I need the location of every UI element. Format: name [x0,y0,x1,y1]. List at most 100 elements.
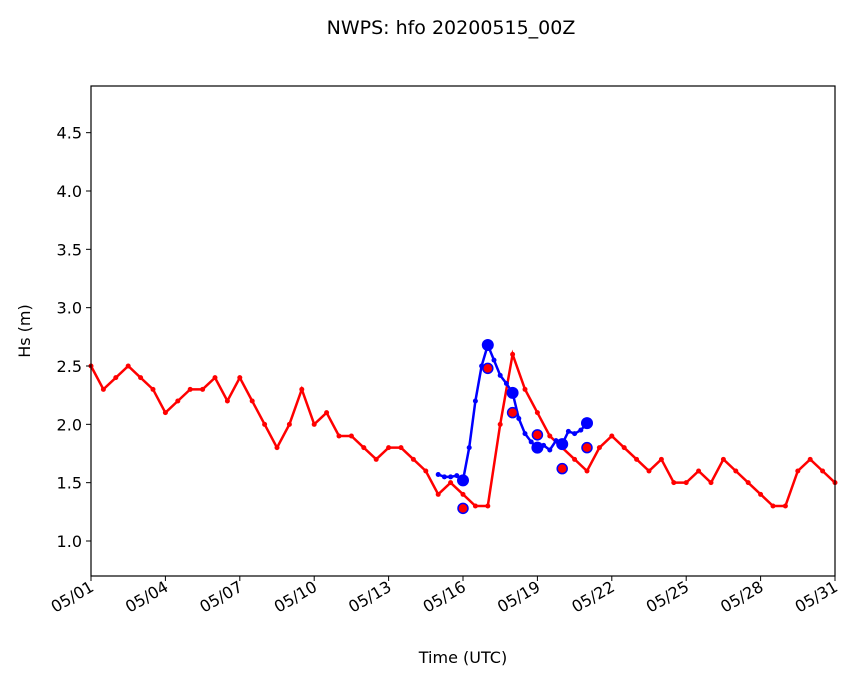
forecast-point [435,472,441,477]
observed-point [324,410,330,416]
observed-point [671,480,677,486]
observed-point [510,351,516,357]
x-tick-label: 05/10 [271,577,320,617]
forecast-point [547,447,553,453]
observed-point [758,491,764,497]
observed-point [410,456,416,462]
x-tick-label: 05/28 [717,577,766,617]
observed-point [683,480,689,486]
observed-point [745,480,751,486]
x-axis: 05/01 05/04 05/07 05/10 05/13 05/16 05/19 05/22… [48,576,841,617]
observed-point [224,398,230,404]
observed-point [472,503,478,509]
observed-point [212,375,218,381]
observed-point [584,468,590,474]
x-tick-label: 05/19 [494,577,543,617]
forecast-daily-marker [581,417,593,430]
observed-point [398,445,404,451]
observed-point [373,456,379,462]
observed-point [249,398,255,404]
observed-point [807,456,813,462]
x-tick-label: 05/16 [420,577,469,617]
forecast-point [466,445,472,451]
observed-point [609,433,615,439]
chart-title: NWPS: hfo 20200515_00Z [327,17,576,39]
forecast-daily-marker [556,438,569,451]
forecast-point [454,473,460,479]
y-tick-label: 4.0 [57,182,82,201]
observed-point [311,421,317,427]
y-tick-label: 1.5 [57,474,82,493]
x-axis-label: Time (UTC) [418,648,507,667]
observed-point [720,456,726,462]
x-tick-label: 05/01 [48,577,97,617]
observed-point [435,491,441,497]
observed-point [361,445,367,451]
observed-point [795,468,801,474]
forecast-point [503,381,509,386]
forecast-point [565,428,571,434]
observed-point [150,386,156,392]
observed-point [534,410,540,416]
observed-point [658,456,664,462]
forecast-point [578,427,584,433]
forecast-daily-marker [457,474,469,487]
observed-point [460,491,466,497]
y-tick-label: 2.5 [57,357,82,376]
x-tick-label: 05/04 [122,577,171,617]
observed-point [696,468,702,474]
observed-point [522,386,528,392]
observed-point [200,386,206,392]
observed-daily-marker [457,502,469,515]
forecast-daily-marker [531,441,544,454]
observed-point [100,386,106,392]
forecast-point [448,474,454,480]
forecast-point [441,474,447,480]
observed-point [646,468,652,474]
observed-daily-marker [506,406,519,419]
forecast-point [516,416,522,421]
observed-point [547,433,553,439]
observed-point [274,445,280,451]
y-tick-label: 1.0 [57,532,82,551]
y-tick-label: 3.0 [57,299,82,318]
observed-point [162,410,168,416]
observed-point [634,456,640,462]
y-tick-label: 2.0 [57,415,82,434]
observed-point [138,375,144,381]
observed-point [497,421,503,427]
observed-daily-marker [581,441,593,454]
forecast-daily-marker [506,386,519,399]
forecast-point [572,431,578,437]
x-tick-label: 05/13 [345,577,394,617]
observed-point [113,375,119,381]
observed-point [262,421,268,427]
x-tick-label: 05/22 [568,577,617,617]
observed-daily-marker [482,362,494,375]
observed-point [733,468,739,474]
observed-point [237,375,243,381]
x-tick-label: 05/25 [643,577,692,617]
observed-point [423,468,429,474]
observed-point [348,433,354,439]
plot-area [88,339,838,515]
observed-point [708,480,714,486]
observed-point [770,503,776,509]
observed-point [485,503,491,509]
forecast-point [528,439,534,445]
y-tick-label: 3.5 [57,240,82,259]
axes-frame [90,85,836,577]
x-tick-label: 05/31 [792,577,841,617]
observed-point [621,445,627,451]
forecast-daily-marker [481,339,494,351]
observed-daily-marker [531,429,544,441]
observed-point [782,503,788,509]
observed-point [386,445,392,451]
observed-point [125,363,131,369]
forecast-point [522,431,528,437]
observed-point [820,468,826,474]
y-axis: 1.0 1.5 2.0 2.5 3.0 3.5 4.0 4.5 [57,124,91,551]
forecast-point [472,398,478,404]
